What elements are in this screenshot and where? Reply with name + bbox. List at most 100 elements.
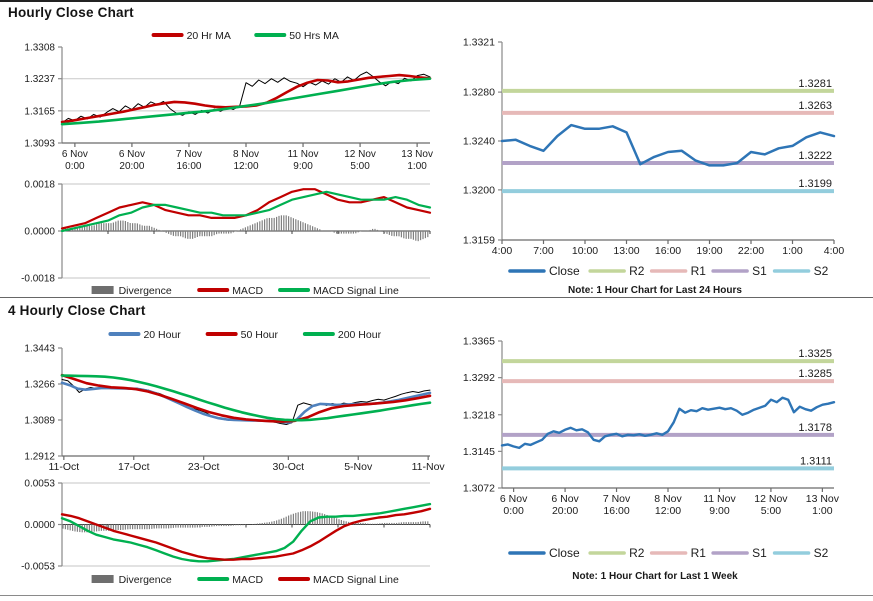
svg-text:7 Nov: 7 Nov <box>603 493 631 505</box>
legend-item-20-hr-ma: 20 Hr MA <box>151 30 231 42</box>
svg-text:12 Nov: 12 Nov <box>754 493 788 505</box>
svg-text:200 Hour: 200 Hour <box>338 329 382 341</box>
four-hourly-price-chart: 1.3443 1.3266 1.3089 1.2912 11-Oct 17-Oct 23-O… <box>6 324 445 476</box>
20-hr-ma-line <box>60 73 432 124</box>
svg-text:1:00: 1:00 <box>782 245 803 257</box>
close-line <box>61 379 431 425</box>
svg-text:6 Nov: 6 Nov <box>62 149 88 160</box>
legend-item-20-hour: 20 Hour <box>108 329 181 341</box>
svg-text:12:00: 12:00 <box>655 505 681 517</box>
svg-text:1.3321: 1.3321 <box>463 37 495 49</box>
svg-text:1.3200: 1.3200 <box>463 184 495 196</box>
four-hourly-section-title: 4 Hourly Close Chart <box>8 303 146 318</box>
svg-text:1.3237: 1.3237 <box>24 74 55 85</box>
svg-text:1.3292: 1.3292 <box>463 372 495 384</box>
svg-text:S1: S1 <box>752 546 767 560</box>
legend-item-divergence: Divergence <box>91 574 172 586</box>
hourly-chart-note: Note: 1 Hour Chart for Last 24 Hours <box>568 285 742 296</box>
svg-text:30-Oct: 30-Oct <box>273 461 305 473</box>
svg-text:1.3266: 1.3266 <box>24 380 55 391</box>
macd-line <box>60 188 432 230</box>
svg-text:1.3218: 1.3218 <box>463 409 495 421</box>
svg-text:16:00: 16:00 <box>655 245 681 257</box>
legend-item-s2: S2 <box>772 546 829 560</box>
svg-text:4:00: 4:00 <box>492 245 513 257</box>
svg-text:6 Nov: 6 Nov <box>119 149 145 160</box>
svg-text:7:00: 7:00 <box>533 245 554 257</box>
svg-text:1.3281: 1.3281 <box>798 78 832 90</box>
svg-text:1.3325: 1.3325 <box>798 348 832 360</box>
svg-text:1.3145: 1.3145 <box>463 446 495 458</box>
legend-item-s1: S1 <box>711 264 767 278</box>
svg-text:Close: Close <box>549 264 580 278</box>
svg-text:MACD: MACD <box>232 574 263 586</box>
svg-text:11-Oct: 11-Oct <box>48 461 79 473</box>
svg-text:22:00: 22:00 <box>738 245 764 257</box>
hourly-macd-svg: 0.0018 0.0000 -0.0018 Divergence MACD MACD Si… <box>21 180 432 297</box>
svg-text:MACD Signal Line: MACD Signal Line <box>313 285 399 297</box>
legend: Close R2 R1 S1 S2 <box>508 264 829 278</box>
svg-text:R1: R1 <box>691 546 707 560</box>
svg-text:1:00: 1:00 <box>812 505 833 517</box>
level-r1: 1.3263 <box>502 100 834 115</box>
legend-item-macd: MACD <box>197 285 264 297</box>
svg-text:MACD Signal Line: MACD Signal Line <box>313 574 399 586</box>
hourly-section-title: Hourly Close Chart <box>8 5 134 20</box>
svg-text:50 Hrs MA: 50 Hrs MA <box>289 30 339 42</box>
svg-text:20 Hour: 20 Hour <box>143 329 181 341</box>
legend-item-50-hrs-ma: 50 Hrs MA <box>254 30 339 42</box>
svg-text:-0.0018: -0.0018 <box>21 274 55 285</box>
svg-text:16:00: 16:00 <box>176 161 201 172</box>
svg-text:0:00: 0:00 <box>503 505 524 517</box>
level-s1: 1.3222 <box>502 150 834 165</box>
svg-text:6 Nov: 6 Nov <box>551 493 579 505</box>
svg-text:9:00: 9:00 <box>293 161 313 172</box>
legend: Close R2 R1 S1 S2 <box>508 546 829 560</box>
top-divider <box>0 0 873 2</box>
weekly-chart-note: Note: 1 Hour Chart for Last 1 Week <box>572 571 738 582</box>
svg-text:8 Nov: 8 Nov <box>233 149 259 160</box>
level-r1: 1.3285 <box>502 368 834 384</box>
svg-text:10:00: 10:00 <box>572 245 598 257</box>
legend: 20 Hour 50 Hour 200 Hour <box>108 329 382 341</box>
svg-text:20:00: 20:00 <box>119 161 144 172</box>
legend-item-r2: R2 <box>588 264 645 278</box>
legend-item-s2: S2 <box>772 264 829 278</box>
svg-text:R1: R1 <box>691 264 707 278</box>
svg-text:1.3443: 1.3443 <box>24 344 55 355</box>
close-line <box>500 396 836 450</box>
legend-item-macd-signal-line: MACD Signal Line <box>278 574 399 586</box>
svg-text:13 Nov: 13 Nov <box>401 149 433 160</box>
legend-item-r1: R1 <box>649 546 707 560</box>
svg-text:R2: R2 <box>629 264 645 278</box>
svg-text:1.3365: 1.3365 <box>463 336 495 348</box>
legend-item-macd: MACD <box>197 574 264 586</box>
svg-text:S1: S1 <box>752 264 767 278</box>
svg-text:1.3280: 1.3280 <box>463 87 495 99</box>
svg-text:11 Nov: 11 Nov <box>288 149 319 160</box>
svg-text:20 Hr MA: 20 Hr MA <box>187 30 231 42</box>
svg-text:0.0000: 0.0000 <box>24 227 55 238</box>
legend: Divergence MACD MACD Signal Line <box>91 285 399 297</box>
svg-text:17-Oct: 17-Oct <box>118 461 150 473</box>
svg-text:13 Nov: 13 Nov <box>806 493 840 505</box>
svg-text:7 Nov: 7 Nov <box>176 149 202 160</box>
level-r2: 1.3281 <box>502 78 834 93</box>
close-line <box>500 123 836 167</box>
svg-text:1.3093: 1.3093 <box>24 139 55 150</box>
svg-text:9:00: 9:00 <box>709 505 730 517</box>
svg-text:5:00: 5:00 <box>350 161 370 172</box>
legend-item-r2: R2 <box>588 546 645 560</box>
svg-text:Divergence: Divergence <box>119 285 172 297</box>
50-hrs-ma-line <box>60 77 432 126</box>
svg-text:1.3222: 1.3222 <box>798 150 832 162</box>
level-s2: 1.3111 <box>502 455 834 471</box>
divergence-bars <box>62 215 429 242</box>
legend-item-50-hour: 50 Hour <box>205 329 279 341</box>
